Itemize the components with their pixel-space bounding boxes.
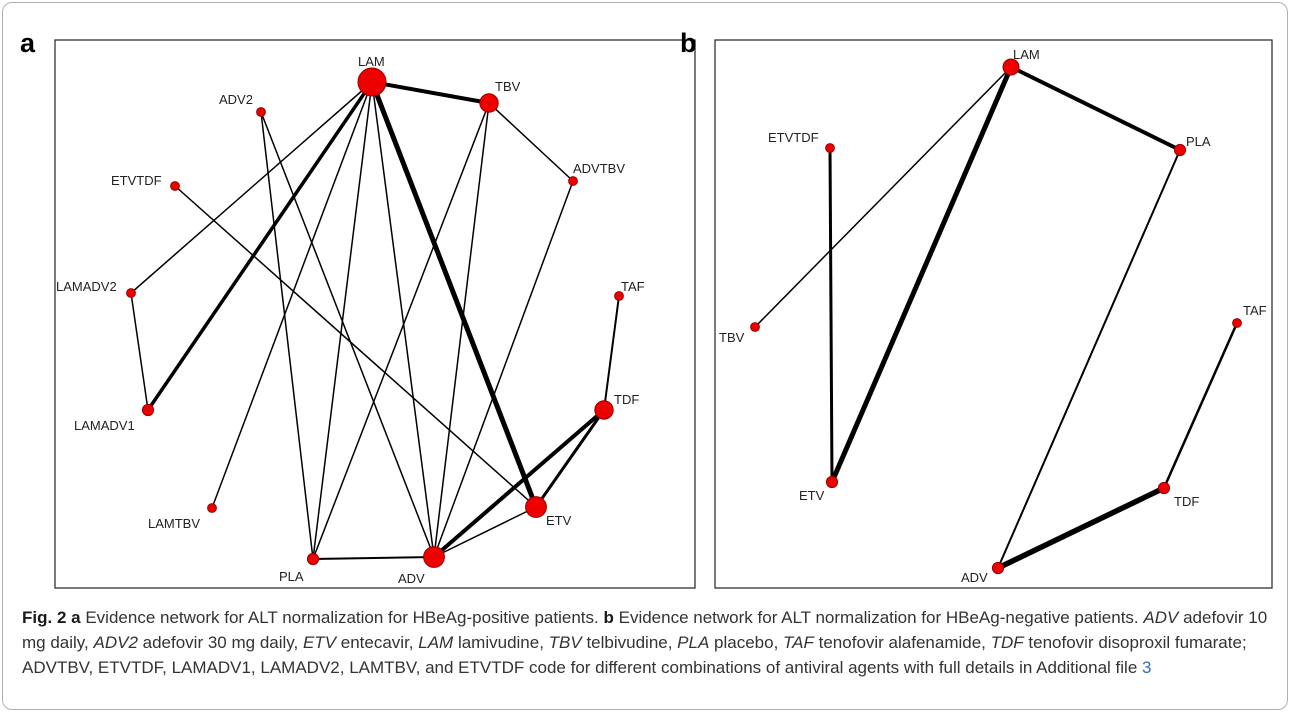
node-label-tbv: TBV: [495, 79, 521, 94]
node-label-etvtdf: ETVTDF: [111, 173, 162, 188]
caption-abbr-desc: placebo,: [709, 633, 783, 652]
node-label-etv: ETV: [799, 488, 825, 503]
node-label-pla: PLA: [279, 569, 304, 584]
node-taf: [1233, 319, 1242, 328]
caption-abbr: ADV: [1143, 608, 1178, 627]
node-label-lamtbv: LAMTBV: [148, 516, 200, 531]
node-label-etvtdf: ETVTDF: [768, 130, 819, 145]
node-label-advtbv: ADVTBV: [573, 161, 625, 176]
node-lamadv2: [127, 289, 136, 298]
node-pla: [1174, 144, 1185, 155]
node-tbv: [480, 94, 498, 112]
node-etvtdf: [826, 144, 835, 153]
caption-abbr-desc: lamivudine,: [453, 633, 548, 652]
caption-abbr-desc: tenofovir disoproxil fumarate;: [1024, 633, 1247, 652]
caption-abbr: TDF: [991, 633, 1024, 652]
caption-abbr-desc: telbivudine,: [582, 633, 677, 652]
caption-abbr-desc: entecavir,: [336, 633, 418, 652]
node-lam: [358, 68, 386, 96]
node-label-tbv: TBV: [719, 330, 745, 345]
node-label-tdf: TDF: [1174, 494, 1199, 509]
node-label-etv: ETV: [546, 513, 572, 528]
figure-caption: Fig. 2 a Evidence network for ALT normal…: [22, 605, 1274, 680]
caption-b-letter: b: [603, 608, 613, 627]
caption-a-letter: a: [71, 608, 80, 627]
node-adv: [424, 547, 445, 568]
node-label-taf: TAF: [1243, 303, 1267, 318]
node-tdf: [595, 401, 613, 419]
caption-a-text: Evidence network for ALT normalization f…: [85, 608, 598, 627]
caption-abbr: TAF: [783, 633, 814, 652]
node-tbv: [751, 323, 760, 332]
node-label-lam: LAM: [358, 54, 385, 69]
node-label-tdf: TDF: [614, 392, 639, 407]
panel-a-letter: a: [20, 28, 36, 58]
node-label-adv: ADV: [398, 571, 425, 586]
node-adv: [992, 562, 1003, 573]
node-etvtdf: [171, 182, 180, 191]
node-label-adv: ADV: [961, 570, 988, 585]
caption-abbr: PLA: [677, 633, 709, 652]
node-lamtbv: [208, 504, 217, 513]
node-pla: [307, 553, 318, 564]
node-etv: [526, 497, 547, 518]
node-label-pla: PLA: [1186, 134, 1211, 149]
caption-figure-label: Fig. 2: [22, 608, 66, 627]
node-label-lamadv2: LAMADV2: [56, 279, 117, 294]
node-tdf: [1158, 482, 1169, 493]
caption-abbr: TBV: [549, 633, 582, 652]
caption-abbr: LAM: [418, 633, 453, 652]
caption-abbr: ADV2: [94, 633, 138, 652]
caption-abbr: ETV: [303, 633, 336, 652]
node-etv: [826, 476, 837, 487]
caption-abbr-desc: adefovir 30 mg daily,: [138, 633, 303, 652]
node-label-taf: TAF: [621, 279, 645, 294]
node-label-lam: LAM: [1013, 47, 1040, 62]
caption-b-text: Evidence network for ALT normalization f…: [619, 608, 1139, 627]
node-label-lamadv1: LAMADV1: [74, 418, 135, 433]
caption-tail-text: ADVTBV, ETVTDF, LAMADV1, LAMADV2, LAMTBV…: [22, 658, 1137, 677]
additional-file-link[interactable]: 3: [1142, 658, 1151, 677]
edge-etvtdf-etv: [830, 148, 832, 482]
node-advtbv: [569, 177, 578, 186]
node-adv2: [257, 108, 266, 117]
panel-a-box: [55, 40, 695, 588]
node-label-adv2: ADV2: [219, 92, 253, 107]
node-lamadv1: [142, 404, 153, 415]
caption-abbr-desc: tenofovir alafenamide,: [814, 633, 991, 652]
panel-b-letter: b: [680, 28, 697, 58]
